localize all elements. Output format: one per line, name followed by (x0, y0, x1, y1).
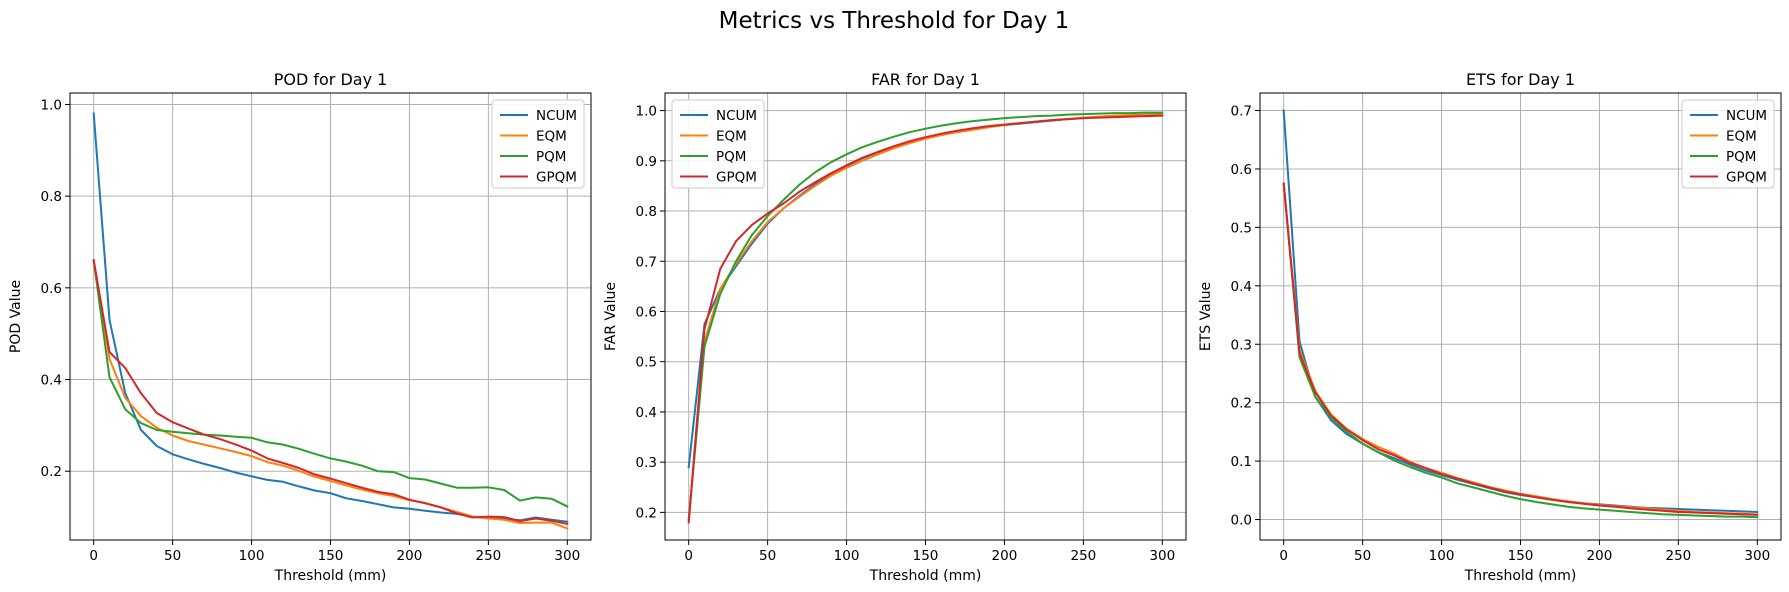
ets-xtick-label-6: 300 (1744, 548, 1770, 564)
ets-xtick-label-0: 0 (1279, 548, 1288, 564)
far-y-axis-label: FAR Value (603, 282, 619, 351)
pod-series-gpqm (92, 259, 569, 526)
ets-legend-label-eqm: EQM (1726, 129, 1757, 145)
pod-ytick-label-1: 0.4 (41, 373, 62, 389)
ets-legend-label-ncum: NCUM (1726, 108, 1767, 124)
far-xtick-label-5: 250 (1070, 548, 1096, 564)
pod-chart: 0 50 100 150 200 250 300 0.2 0.4 0.6 0.8 1.0 POD for… (8, 70, 592, 584)
pod-ytick-label-0: 0.2 (41, 464, 62, 480)
ets-ytick-label-4: 0.4 (1231, 279, 1252, 295)
ets-legend-label-pqm: PQM (1726, 149, 1756, 165)
ets-xtick-label-5: 250 (1665, 548, 1691, 564)
far-ytick-label-2: 0.4 (636, 405, 657, 421)
far-ytick-label-4: 0.6 (636, 304, 657, 320)
pod-legend-label-gpqm: GPQM (536, 170, 577, 186)
pod-xtick-label-1: 50 (164, 548, 181, 564)
pod-legend-label-eqm: EQM (536, 129, 567, 145)
ets-ytick-label-6: 0.6 (1231, 162, 1252, 178)
far-xtick-label-0: 0 (684, 548, 693, 564)
pod-xtick-label-2: 100 (239, 548, 265, 564)
pod-legend-label-pqm: PQM (536, 149, 566, 165)
far-chart: 0 50 100 150 200 250 300 0.2 0.3 0.4 0.5 0.6 0.7 0.8 0… (603, 70, 1187, 584)
pod-chart-title: POD for Day 1 (274, 70, 388, 89)
ets-x-axis-label: Threshold (mm) (1464, 568, 1577, 584)
ets-chart: 0 50 100 150 200 250 300 0.0 0.1 0.2 0.3 0.4 0.5 0.6 0… (1198, 70, 1782, 584)
pod-xtick-label-4: 200 (397, 548, 423, 564)
far-legend-label-gpqm: GPQM (716, 170, 757, 186)
pod-xtick-label-3: 150 (318, 548, 344, 564)
pod-series-eqm (92, 259, 569, 530)
pod-xtick-label-5: 250 (475, 548, 501, 564)
far-series-pqm (687, 111, 1164, 521)
far-legend-label-ncum: NCUM (716, 108, 757, 124)
ets-series-pqm (1282, 182, 1759, 519)
ets-xtick-label-4: 200 (1587, 548, 1613, 564)
ets-ytick-label-2: 0.2 (1231, 396, 1252, 412)
pod-xtick-label-6: 300 (554, 548, 580, 564)
ets-legend-box (1681, 99, 1775, 189)
ets-ytick-label-7: 0.7 (1231, 104, 1252, 120)
ets-ytick-label-1: 0.1 (1231, 454, 1252, 470)
ets-chart-title: ETS for Day 1 (1466, 70, 1575, 89)
ets-ytick-label-0: 0.0 (1231, 513, 1252, 529)
far-chart-title: FAR for Day 1 (871, 70, 980, 89)
pod-legend-label-ncum: NCUM (536, 108, 577, 124)
far-ytick-label-6: 0.8 (636, 204, 657, 220)
pod-ytick-label-3: 0.8 (41, 189, 62, 205)
far-ytick-label-3: 0.5 (636, 355, 657, 371)
ets-ytick-label-3: 0.3 (1231, 337, 1252, 353)
ets-xtick-label-2: 100 (1429, 548, 1455, 564)
far-xtick-label-1: 50 (759, 548, 776, 564)
ets-legend: NCUM EQM PQM GPQM (1681, 99, 1775, 189)
pod-x-axis-label: Threshold (mm) (274, 568, 387, 584)
far-legend-label-pqm: PQM (716, 149, 746, 165)
ets-xtick-label-1: 50 (1354, 548, 1371, 564)
ets-legend-label-gpqm: GPQM (1726, 170, 1767, 186)
ets-y-axis-label: ETS Value (1198, 282, 1214, 351)
ets-ytick-label-5: 0.5 (1231, 220, 1252, 236)
figure-title: Metrics vs Threshold for Day 1 (719, 8, 1070, 34)
ets-series-gpqm (1282, 182, 1759, 516)
far-x-axis-label: Threshold (mm) (869, 568, 982, 584)
far-legend: NCUM EQM PQM GPQM (671, 99, 765, 189)
far-series-gpqm (687, 114, 1164, 524)
pod-ytick-label-2: 0.6 (41, 281, 62, 297)
pod-xtick-label-0: 0 (89, 548, 98, 564)
pod-legend-box (491, 99, 585, 189)
pod-legend: NCUM EQM PQM GPQM (491, 99, 585, 189)
far-xtick-label-6: 300 (1149, 548, 1175, 564)
far-ytick-label-5: 0.7 (636, 254, 657, 270)
far-xtick-label-3: 150 (913, 548, 939, 564)
far-ytick-label-1: 0.3 (636, 455, 657, 471)
pod-y-axis-label: POD Value (8, 280, 24, 353)
far-ytick-label-8: 1.0 (636, 104, 657, 120)
far-legend-box (671, 99, 765, 189)
far-xtick-label-2: 100 (834, 548, 860, 564)
pod-ytick-label-4: 1.0 (41, 97, 62, 113)
ets-xtick-label-3: 150 (1508, 548, 1534, 564)
far-xtick-label-4: 200 (992, 548, 1018, 564)
far-ytick-label-0: 0.2 (636, 505, 657, 521)
pod-series-pqm (92, 259, 569, 508)
far-legend-label-eqm: EQM (716, 129, 747, 145)
far-ytick-label-7: 0.9 (636, 154, 657, 170)
